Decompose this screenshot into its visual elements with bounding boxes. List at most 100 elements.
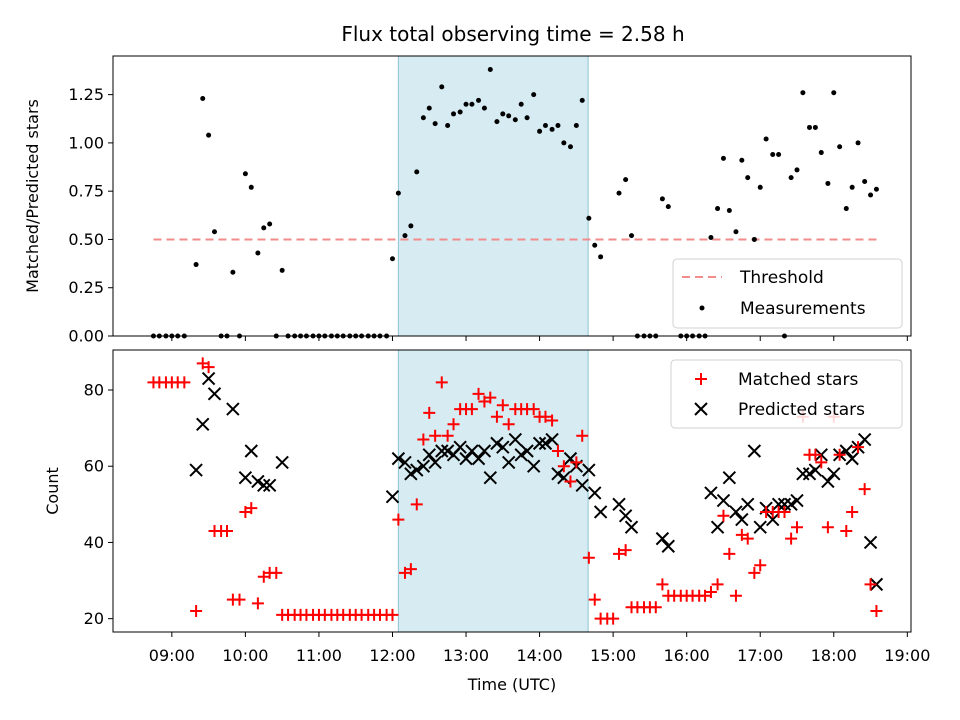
matched-star-point — [490, 410, 503, 423]
measurement-point — [494, 119, 500, 125]
measurement-point — [659, 196, 665, 202]
predicted-star-point — [257, 478, 271, 492]
measurement-point — [211, 229, 217, 235]
matched-star-point — [496, 399, 509, 412]
predicted-star-point — [753, 520, 767, 534]
x-tick-label: 15:00 — [590, 646, 636, 665]
matched-star-point — [178, 376, 191, 389]
x-tick-label: 18:00 — [811, 646, 857, 665]
matched-star-point — [846, 505, 859, 518]
predicted-star-point — [428, 455, 442, 470]
predicted-star-point — [508, 432, 523, 447]
measurement-point — [512, 117, 518, 123]
predicted-star-point — [802, 467, 817, 481]
legend-matched-label: Matched stars — [738, 370, 858, 390]
matched-star-point — [245, 502, 258, 515]
measurement-point — [402, 233, 408, 239]
bottom-y-tick-label: 40 — [84, 533, 104, 552]
measurement-point — [267, 221, 273, 227]
matched-star-point — [619, 544, 632, 557]
x-tick-label: 19:00 — [884, 646, 930, 665]
measurement-points — [150, 67, 879, 339]
measurement-point — [812, 124, 818, 130]
measurement-point — [751, 236, 757, 242]
bottom-shaded-span — [397, 349, 589, 633]
predicted-star-point — [459, 451, 473, 466]
measurement-point — [726, 207, 732, 213]
matched-star-point — [588, 593, 601, 606]
measurement-point — [439, 84, 445, 90]
x-tick-label: 11:00 — [296, 646, 342, 665]
predicted-star-point — [624, 520, 639, 534]
measurement-point — [469, 101, 475, 107]
predicted-star-point — [275, 455, 289, 470]
legend-measurements-label: Measurements — [740, 299, 866, 319]
measurement-point — [457, 109, 463, 115]
matched-star-point — [821, 521, 834, 534]
predicted-star-point — [435, 444, 449, 458]
matched-star-point — [607, 612, 620, 625]
bottom-y-tick-label: 60 — [84, 457, 104, 476]
measurement-point — [843, 206, 849, 212]
top-y-tick-label: 0.25 — [68, 278, 104, 297]
matched-star-point — [778, 505, 791, 518]
top-legend-box — [672, 258, 903, 329]
matched-star-point — [447, 418, 460, 431]
matched-star-point — [852, 441, 865, 454]
matched-star-point — [870, 605, 883, 618]
predicted-star-point — [618, 509, 633, 523]
measurement-point — [420, 115, 426, 121]
matched-star-point — [570, 456, 583, 469]
x-tick-label: 09:00 — [149, 646, 195, 665]
measurement-point — [745, 175, 751, 181]
matched-star-point — [386, 608, 399, 621]
measurement-point — [389, 256, 395, 262]
matched-star-point — [576, 429, 589, 442]
measurement-point — [451, 111, 457, 117]
top-legend: Threshold Measurements — [672, 258, 903, 329]
predicted-star-point — [710, 520, 725, 534]
measurement-point — [776, 151, 782, 157]
measurement-point — [598, 254, 604, 260]
measurement-point — [518, 101, 524, 107]
legend-measurements-swatch — [699, 305, 705, 311]
matched-star-point — [221, 525, 233, 538]
matched-star-point — [429, 429, 442, 442]
measurement-point — [831, 90, 837, 96]
matched-star-point — [202, 361, 215, 374]
predicted-star-point — [575, 478, 589, 492]
measurement-point — [230, 269, 236, 275]
measurement-point — [463, 101, 469, 107]
predicted-star-point — [704, 486, 718, 500]
matched-star-point — [465, 403, 478, 416]
measurement-point — [855, 140, 861, 146]
predicted-star-point — [201, 371, 216, 386]
matched-star-point — [270, 566, 283, 579]
measurement-point — [573, 123, 579, 129]
measurement-point — [537, 128, 543, 134]
predicted-star-point — [588, 486, 602, 500]
predicted-star-point — [410, 463, 424, 477]
predicted-star-point — [827, 467, 841, 481]
top-y-tick-label: 1.25 — [68, 85, 104, 104]
predicted-star-point — [238, 470, 253, 485]
top-y-ticks: 0.00 0.25 0.50 0.75 1.00 1.25 — [68, 85, 113, 346]
measurement-point — [193, 262, 199, 268]
measurement-point — [242, 171, 248, 177]
x-axis-label: Time (UTC) — [467, 675, 556, 694]
matched-star-point — [704, 585, 717, 598]
predicted-star-point — [863, 535, 878, 550]
matched-star-point — [723, 547, 736, 560]
matched-star-point — [410, 498, 423, 511]
predicted-star-point — [385, 490, 400, 504]
predicted-star-point — [490, 436, 504, 451]
measurement-point — [555, 123, 561, 129]
measurement-point — [487, 67, 493, 73]
measurement-point — [524, 115, 530, 121]
matched-star-point — [502, 418, 515, 431]
measurement-point — [261, 225, 267, 231]
matched-star-point — [711, 578, 724, 591]
measurement-point — [873, 186, 879, 192]
predicted-star-point — [716, 493, 731, 508]
